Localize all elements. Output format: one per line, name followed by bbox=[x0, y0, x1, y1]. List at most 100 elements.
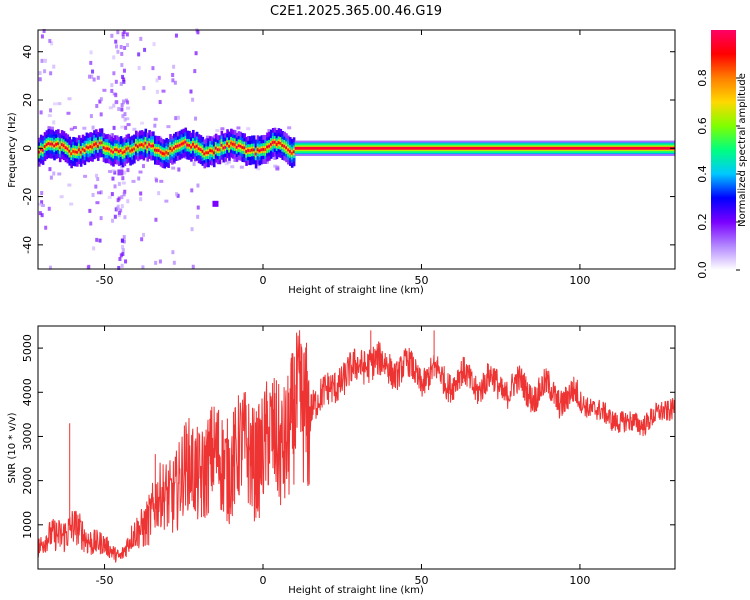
spectrogram-cell bbox=[85, 145, 89, 149]
spectrogram-cell bbox=[122, 235, 126, 240]
spectrogram-cell bbox=[245, 149, 248, 153]
spectrogram-cell bbox=[112, 125, 116, 130]
spectrogram-cell bbox=[194, 116, 198, 121]
spectrogram-cell bbox=[113, 170, 117, 175]
x-tick-label: 50 bbox=[414, 274, 428, 287]
spectrogram-cell bbox=[89, 60, 93, 65]
spectrogram-cell bbox=[79, 150, 83, 154]
spectrogram-cell bbox=[118, 256, 122, 261]
spectrogram-cell bbox=[159, 179, 164, 183]
spectrogram-cell bbox=[95, 201, 100, 205]
spectrogram-cell bbox=[41, 148, 45, 152]
spectrogram-cell bbox=[108, 106, 113, 110]
spectrogram-cell bbox=[157, 149, 161, 152]
spectrogram-panel: -50 0 50 100 -40 -20 0 20 40 Height of straight… bbox=[7, 28, 676, 296]
spectrogram-cell bbox=[155, 89, 159, 94]
spectrogram-cell bbox=[209, 149, 212, 153]
spectrogram-cell bbox=[154, 217, 158, 222]
spectrogram-cell bbox=[121, 245, 125, 250]
spectrogram-cell bbox=[153, 148, 157, 152]
x-tick-label: 0 bbox=[260, 274, 267, 287]
spectrogram-cell bbox=[112, 92, 117, 96]
spectrogram-cell bbox=[287, 126, 292, 130]
colorbar-ticks: 0.0 0.2 0.4 0.6 0.8 bbox=[696, 69, 740, 279]
spectrogram-cell bbox=[138, 170, 143, 174]
colorbar-tick-label: 0.0 bbox=[696, 261, 709, 279]
spectrogram-cell bbox=[205, 151, 208, 155]
y-tick-label: 20 bbox=[21, 93, 34, 107]
spectrogram-cell bbox=[174, 116, 178, 121]
spectrogram-cell bbox=[124, 125, 128, 130]
spectrogram-cell bbox=[69, 127, 74, 131]
spectrogram-cell bbox=[271, 141, 275, 144]
spectrogram-cell bbox=[132, 127, 137, 131]
spectrogram-cell bbox=[89, 114, 93, 119]
snr-x-axis-label: Height of straight line (km) bbox=[288, 585, 424, 596]
spectrogram-cell bbox=[117, 210, 121, 215]
spectrogram-cell bbox=[123, 150, 127, 154]
spectrogram-cell bbox=[122, 239, 126, 244]
spectrogram-cell bbox=[113, 184, 117, 189]
spectrogram-cell bbox=[125, 43, 129, 48]
spectrogram-cell bbox=[224, 145, 227, 149]
spectrogram-cell bbox=[87, 74, 91, 79]
spectrogram-cell bbox=[199, 148, 203, 152]
spectrogram-cell bbox=[110, 149, 113, 153]
spectrogram-cell bbox=[38, 77, 42, 82]
y-tick-label: 1000 bbox=[21, 511, 34, 539]
spectrogram-cell bbox=[121, 74, 125, 79]
spectrogram-cell bbox=[38, 211, 42, 216]
spectrogram-cell bbox=[53, 144, 56, 148]
spectrogram-cell bbox=[192, 161, 196, 166]
x-tick-label: -50 bbox=[96, 274, 114, 287]
spectrogram-cell bbox=[285, 146, 288, 150]
spectrogram-cell bbox=[95, 142, 98, 146]
spectrogram-cell bbox=[68, 149, 72, 153]
spectrogram-cell bbox=[246, 127, 251, 131]
spectrogram-cell bbox=[69, 202, 74, 206]
spectrogram-cell bbox=[237, 144, 241, 148]
spectrogram-cell bbox=[114, 79, 118, 84]
spectrogram-cell bbox=[230, 165, 235, 169]
spectrogram-cell bbox=[116, 30, 120, 35]
spectrogram-cell bbox=[47, 114, 52, 118]
spectrogram-cell bbox=[72, 126, 77, 130]
spectrogram-cell bbox=[51, 142, 54, 146]
spectrogram-cell bbox=[40, 200, 44, 205]
spectrogram-cell bbox=[186, 143, 189, 147]
spectrogram-cell bbox=[40, 34, 44, 39]
spectrogram-cell bbox=[144, 141, 148, 145]
spectrogram-cell bbox=[174, 145, 178, 148]
spectrogram-cell bbox=[150, 144, 153, 148]
spectrogram-cell bbox=[126, 106, 131, 110]
spectrogram-cell bbox=[66, 147, 70, 151]
spectrogram-cell bbox=[57, 142, 60, 146]
y-tick-label: -40 bbox=[21, 236, 34, 254]
spectrogram-cell bbox=[120, 125, 125, 129]
spectrogram-cell bbox=[121, 181, 126, 185]
spectrogram-cell bbox=[136, 145, 140, 149]
spectrogram-cell bbox=[89, 50, 93, 55]
spectrogram-cell bbox=[134, 143, 138, 147]
spectrogram-cell bbox=[96, 177, 100, 182]
spectrogram-cell bbox=[255, 163, 260, 167]
spectrogram-cell bbox=[153, 123, 157, 128]
spectrogram-cell bbox=[194, 51, 198, 56]
snr-x-ticks: -50 0 50 100 bbox=[96, 326, 590, 587]
spectrogram-cell bbox=[133, 147, 136, 151]
spectrogram-marks bbox=[38, 28, 675, 270]
spectrogram-cell bbox=[114, 148, 117, 152]
spectrogram-cell bbox=[48, 38, 52, 43]
spectrogram-cell bbox=[233, 158, 238, 162]
spectrogram-cell bbox=[67, 183, 72, 187]
spectrogram-cell bbox=[292, 150, 296, 154]
spectrogram-cell bbox=[288, 150, 292, 153]
x-tick-label: -50 bbox=[96, 574, 114, 587]
y-tick-label: 3000 bbox=[21, 422, 34, 450]
spectrogram-cell bbox=[44, 225, 48, 230]
spectrogram-cell bbox=[39, 110, 43, 115]
spectrogram-cell bbox=[201, 149, 205, 153]
spectrogram-cell bbox=[157, 75, 161, 80]
spectrogram-cell bbox=[158, 100, 162, 105]
